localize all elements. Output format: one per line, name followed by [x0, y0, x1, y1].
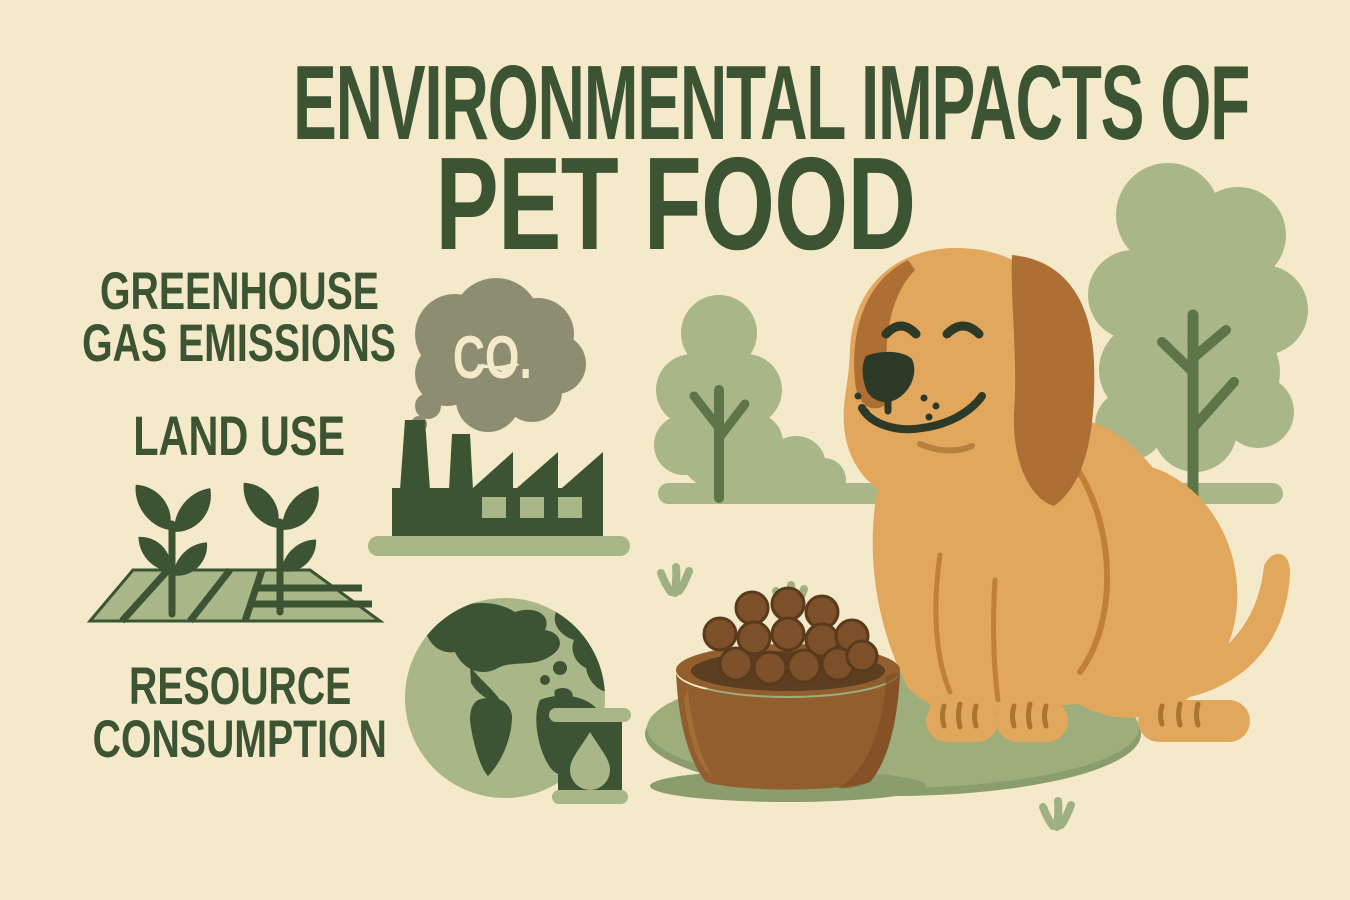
globe-oil-barrel-icon — [405, 598, 631, 804]
dog-food-bowl-icon — [650, 586, 926, 802]
factory-smoke-co2-cloud-icon — [368, 278, 630, 556]
dog-face — [854, 321, 986, 454]
seedling — [234, 474, 329, 616]
dog-illustration — [843, 247, 1290, 742]
field — [86, 568, 385, 623]
dog-front-leg — [930, 560, 988, 710]
dog-eye-left — [881, 321, 921, 339]
dog-front-paw — [926, 700, 998, 742]
dog-eye-right — [942, 321, 984, 339]
dog-front-leg — [1000, 560, 1058, 710]
field-seedlings-icon — [86, 474, 385, 624]
dog-nose — [862, 351, 915, 403]
factory-base-strip — [368, 536, 630, 556]
impact-label-greenhouse-gas-emissions: GREENHOUSE GAS EMISSIONS — [82, 262, 396, 373]
tree-left-icon — [654, 295, 783, 503]
dog-mouth — [858, 392, 986, 434]
grass-tuft-icon — [661, 567, 689, 593]
impact-label-resource-consumption: RESOURCE CONSUMPTION — [92, 657, 388, 769]
bowl-body — [676, 672, 900, 790]
co2-cloud-label: CO. — [452, 324, 532, 391]
tree-right-icon — [1088, 163, 1308, 502]
grass-tuft-icon — [1043, 801, 1071, 827]
seedling — [126, 476, 221, 618]
page-title-line1: ENVIRONMENTAL IMPACTS OF — [292, 44, 1250, 162]
kibble — [702, 586, 879, 686]
oil-barrel-icon — [549, 708, 631, 804]
co2-smoke-cloud — [411, 278, 586, 432]
page-title-line2: PET FOOD — [434, 130, 916, 277]
impact-label-land-use: LAND USE — [133, 404, 345, 467]
oil-drop-icon — [570, 732, 610, 790]
dog-rear-paw — [1138, 700, 1250, 742]
dog-ear-right — [1011, 255, 1095, 506]
dog-front-paw — [996, 700, 1068, 742]
factory-windows — [482, 497, 582, 518]
